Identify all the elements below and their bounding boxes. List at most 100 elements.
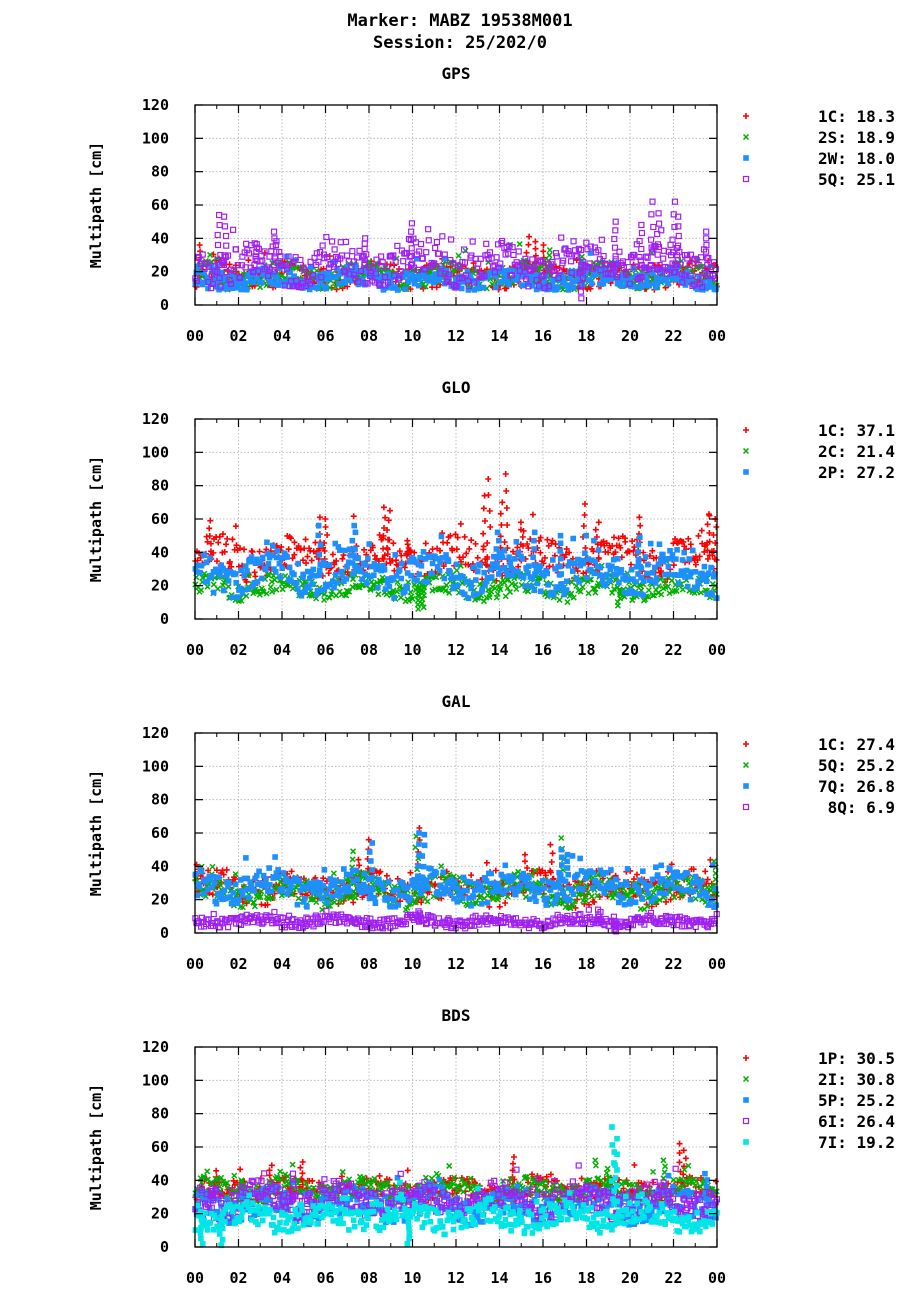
legend-marker	[743, 427, 749, 433]
gps-point	[408, 220, 415, 227]
glo-point	[352, 562, 358, 569]
glo-point	[272, 568, 279, 575]
gps-point	[193, 269, 200, 276]
gal-point	[533, 898, 539, 905]
glo-point	[674, 546, 680, 553]
x-tick-label: 18	[577, 641, 595, 659]
gps-point	[499, 278, 506, 285]
glo-point	[580, 560, 587, 567]
gps-point	[217, 283, 224, 290]
y-tick-label: 80	[151, 477, 169, 495]
y-tick-label: 40	[151, 229, 169, 247]
gps-point	[414, 255, 420, 262]
glo-point	[506, 554, 512, 560]
glo-point	[371, 572, 377, 579]
glo-point	[685, 535, 692, 542]
glo-point	[291, 571, 297, 578]
gps-point	[540, 248, 547, 255]
glo-point	[201, 552, 207, 559]
glo-point	[249, 548, 256, 555]
x-tick-label: 06	[316, 641, 334, 659]
glo-point	[705, 570, 712, 577]
gps-point	[432, 244, 439, 252]
gal-point	[713, 902, 719, 909]
y-tick-label: 0	[160, 296, 169, 314]
gal-point	[210, 873, 216, 880]
x-tick-label: 16	[534, 327, 552, 345]
gps-point	[516, 241, 523, 248]
x-tick-label: 20	[621, 327, 639, 345]
gps-point	[474, 280, 481, 286]
glo-point	[582, 545, 589, 551]
gal-point	[509, 885, 516, 892]
gal-point	[690, 888, 697, 895]
session-title: Session: 25/202/0	[373, 33, 547, 53]
gal-point	[477, 882, 484, 889]
glo-point	[339, 555, 346, 562]
gps-point	[199, 281, 206, 288]
glo-point	[225, 578, 232, 584]
glo-point	[496, 571, 502, 577]
gal-point	[232, 881, 239, 888]
gps-point	[266, 253, 273, 260]
gps-point	[288, 283, 295, 290]
glo-point	[686, 556, 692, 562]
gps-point	[337, 239, 344, 246]
gps-point	[238, 286, 245, 293]
gal-point	[702, 868, 709, 875]
gps-point	[214, 231, 221, 239]
glo-point	[259, 554, 266, 561]
glo-point	[703, 578, 710, 585]
gal-point	[656, 890, 663, 896]
gps-point	[208, 284, 215, 292]
gal-point	[565, 885, 572, 891]
gps-point	[405, 279, 412, 285]
gps-point	[699, 263, 706, 270]
gps-point	[446, 275, 452, 282]
gps-point	[439, 267, 446, 273]
gal-point	[633, 871, 640, 878]
gal-point	[209, 863, 216, 870]
gps-point	[510, 251, 517, 258]
glo-point	[614, 602, 621, 609]
gal-point	[223, 866, 230, 873]
gps-point	[534, 275, 540, 281]
glo-point	[569, 568, 576, 574]
gal-point	[613, 876, 620, 883]
gps-point	[334, 265, 340, 272]
glo-point	[534, 580, 541, 587]
glo-point	[279, 565, 285, 572]
gal-point	[416, 830, 422, 836]
glo-point	[656, 541, 663, 548]
gps-point	[578, 260, 585, 267]
glo-point	[315, 522, 322, 529]
gps-point	[214, 268, 221, 275]
glo-point	[465, 595, 472, 602]
glo-point	[621, 589, 628, 596]
gps-point	[506, 281, 512, 288]
glo-point	[692, 568, 699, 575]
glo-point	[485, 492, 492, 498]
glo-point	[493, 546, 500, 552]
gps-point	[436, 277, 443, 283]
x-tick-label: 10	[403, 641, 421, 659]
glo-point	[701, 563, 708, 570]
gps-point	[663, 275, 670, 282]
glo-point	[647, 540, 654, 547]
gal-point	[459, 895, 466, 901]
glo-point	[636, 514, 643, 521]
gps-point	[678, 279, 684, 285]
gal-point	[324, 899, 330, 906]
glo-point	[635, 541, 642, 548]
gal-point	[636, 889, 642, 896]
gps-point	[284, 261, 291, 269]
gps-point	[546, 246, 553, 254]
glo-point	[709, 590, 715, 596]
gal-point	[369, 840, 376, 846]
glo-point	[697, 589, 704, 596]
gps-point	[323, 285, 330, 292]
gps-point	[648, 211, 655, 218]
glo-point	[576, 579, 582, 585]
glo-point	[447, 569, 453, 575]
gps-point	[580, 273, 587, 280]
